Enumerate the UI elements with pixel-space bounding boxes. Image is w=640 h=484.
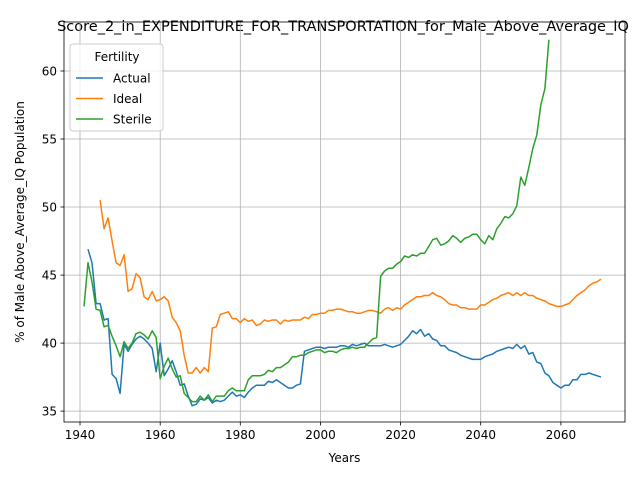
x-tick-label: 2060 — [546, 428, 577, 442]
x-tick-label: 1940 — [65, 428, 96, 442]
y-tick-label: 35 — [42, 404, 57, 418]
series-line-sterile — [83, 39, 550, 403]
x-tick-label: 2040 — [465, 428, 496, 442]
y-tick-label: 55 — [42, 132, 57, 146]
chart-title: Score_2_in_EXPENDITURE_FOR_TRANSPORTATIO… — [57, 19, 629, 35]
series-lines — [83, 39, 602, 407]
y-tick-label: 40 — [42, 336, 57, 350]
x-tick-label: 2020 — [385, 428, 416, 442]
series-line-ideal — [99, 200, 602, 374]
x-tick-label: 1960 — [145, 428, 176, 442]
legend-label-actual: Actual — [113, 71, 151, 85]
plot-area-frame — [63, 21, 626, 423]
y-axis-ticks: 35 40 45 50 55 60 — [42, 64, 64, 418]
series-line-actual — [87, 248, 602, 407]
legend-title: Fertility — [94, 50, 139, 64]
y-tick-label: 60 — [42, 64, 57, 78]
y-axis-label: % of Male Above_Average_IQ Population — [13, 101, 27, 343]
legend-label-ideal: Ideal — [113, 92, 142, 106]
legend-items: Actual Ideal Sterile — [76, 71, 152, 126]
grid-lines — [64, 22, 625, 422]
x-tick-label: 1980 — [225, 428, 256, 442]
x-tick-label: 2000 — [305, 428, 336, 442]
x-axis-label: Years — [328, 451, 361, 465]
legend-box — [69, 43, 164, 132]
legend: Fertility Actual Ideal Sterile — [69, 43, 164, 132]
x-axis-ticks: 1940 1960 1980 2000 2020 2040 2060 — [65, 422, 576, 442]
y-tick-label: 50 — [42, 200, 57, 214]
legend-label-sterile: Sterile — [113, 112, 152, 126]
y-tick-label: 45 — [42, 268, 57, 282]
